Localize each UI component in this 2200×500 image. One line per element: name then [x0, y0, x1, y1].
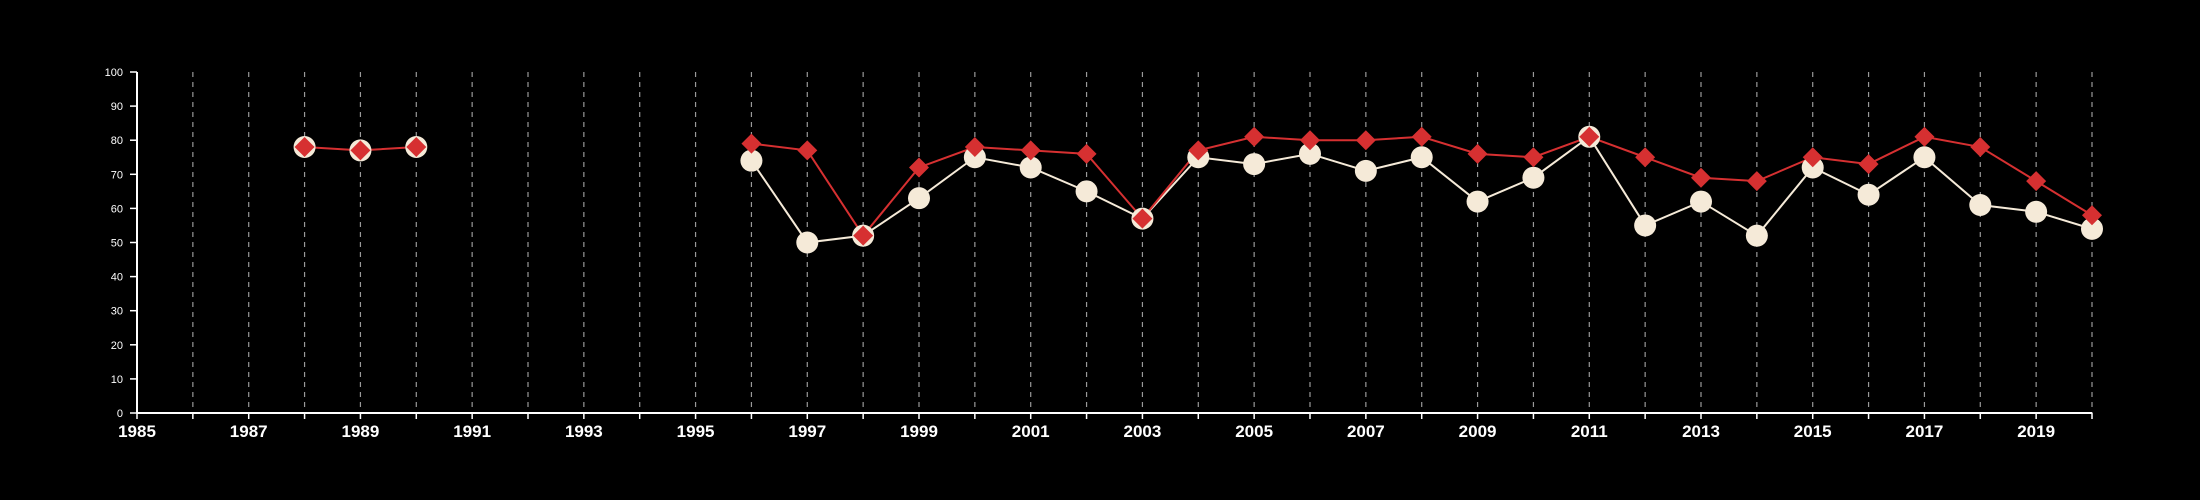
- series-2-marker: [2026, 171, 2047, 192]
- series-2-marker: [964, 137, 985, 158]
- series-1-marker: [1745, 224, 1768, 247]
- x-tick-label: 1999: [900, 422, 938, 441]
- x-tick-label: 1989: [342, 422, 380, 441]
- y-tick-label: 70: [111, 169, 123, 181]
- series-2-marker: [1020, 140, 1041, 161]
- y-tick-label: 20: [111, 340, 123, 352]
- series-2-marker: [350, 140, 371, 161]
- series-2-marker: [1858, 154, 1879, 175]
- x-tick-label: 2011: [1571, 422, 1608, 441]
- x-tick-label: 2013: [1682, 422, 1720, 441]
- y-tick-label: 60: [111, 203, 123, 215]
- x-tick-label: 1991: [453, 422, 491, 441]
- series-2-marker: [1300, 130, 1320, 151]
- series-2-marker: [1914, 126, 1935, 147]
- series-2-marker: [1411, 126, 1432, 147]
- x-tick-label: 2017: [1906, 422, 1944, 441]
- series-1-marker: [908, 187, 930, 210]
- series-2-marker: [1635, 147, 1656, 168]
- x-tick-label: 2007: [1347, 422, 1385, 441]
- y-tick-label: 100: [105, 67, 123, 79]
- series-2-marker: [1076, 143, 1097, 164]
- x-tick-label: 1987: [230, 422, 268, 441]
- x-tick-label: 1985: [118, 422, 156, 441]
- x-tick-label: 2005: [1235, 422, 1273, 441]
- y-tick-label: 50: [111, 238, 123, 250]
- series-2-marker: [406, 137, 427, 158]
- series-1-marker: [1410, 146, 1433, 169]
- series-2-marker: [1746, 171, 1767, 192]
- series-2-marker: [797, 140, 818, 161]
- series-1-marker: [1913, 146, 1936, 169]
- series-2-marker: [909, 157, 929, 178]
- x-tick-label: 1995: [677, 422, 715, 441]
- series-1-marker: [1690, 190, 1712, 213]
- series-2-marker: [1132, 208, 1153, 229]
- y-tick-label: 10: [111, 374, 123, 386]
- x-tick-label: 2015: [1794, 422, 1832, 441]
- series-2-marker: [1579, 126, 1600, 147]
- series-1-marker: [796, 231, 819, 254]
- series-2-marker: [2082, 205, 2102, 226]
- series-1-marker: [1019, 156, 1042, 179]
- series-2-marker: [1970, 137, 1991, 158]
- series-2-marker: [1523, 147, 1544, 168]
- series-1-marker: [1634, 214, 1657, 237]
- y-tick-label: 0: [117, 408, 123, 420]
- series-2-marker: [741, 133, 762, 154]
- series-1-marker: [963, 146, 986, 169]
- series-1-marker: [1801, 156, 1824, 179]
- y-tick-label: 40: [111, 272, 123, 284]
- series-2-marker: [853, 225, 874, 246]
- x-tick-label: 1993: [565, 422, 603, 441]
- series-2-marker: [1355, 130, 1376, 151]
- x-tick-label: 2019: [2017, 422, 2055, 441]
- series-2-marker: [294, 137, 315, 158]
- series-2-marker: [1467, 143, 1488, 164]
- series-1-marker: [2081, 217, 2103, 240]
- series-2-marker: [1691, 167, 1711, 188]
- x-tick-label: 1997: [788, 422, 826, 441]
- series-1-marker: [740, 149, 763, 172]
- series-1-marker: [1522, 166, 1545, 189]
- x-tick-label: 2001: [1012, 422, 1050, 441]
- series-1-marker: [1075, 180, 1098, 203]
- series-2-marker: [1802, 147, 1823, 168]
- y-tick-label: 80: [111, 135, 123, 147]
- series-2-marker: [1244, 126, 1265, 147]
- series-1-marker: [1969, 193, 1992, 216]
- series-1-marker: [1299, 142, 1321, 165]
- series-1-marker: [1466, 190, 1489, 213]
- y-tick-label: 30: [111, 306, 123, 318]
- series-1-marker: [1354, 159, 1377, 182]
- series-1-marker: [1243, 153, 1266, 176]
- series-1-marker: [2025, 200, 2048, 223]
- series-2-marker: [1188, 140, 1209, 161]
- series-1-marker: [1857, 183, 1880, 206]
- x-tick-label: 2009: [1459, 422, 1497, 441]
- x-tick-label: 2003: [1124, 422, 1162, 441]
- y-tick-label: 90: [111, 101, 123, 113]
